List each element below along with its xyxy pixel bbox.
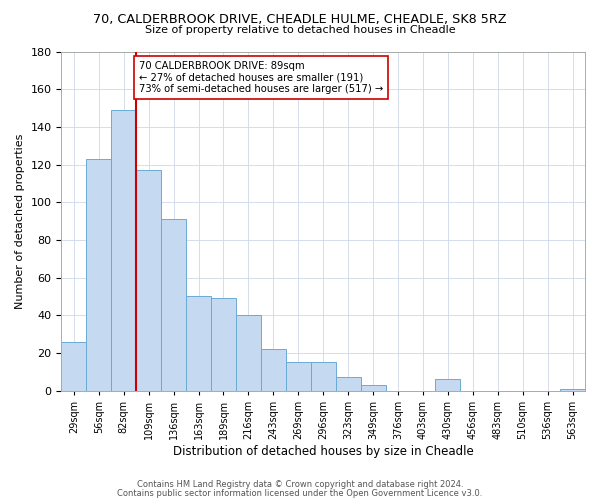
Bar	[186, 296, 211, 390]
Bar	[335, 378, 361, 390]
Bar	[286, 362, 311, 390]
Text: Contains public sector information licensed under the Open Government Licence v3: Contains public sector information licen…	[118, 488, 482, 498]
Text: 70, CALDERBROOK DRIVE, CHEADLE HULME, CHEADLE, SK8 5RZ: 70, CALDERBROOK DRIVE, CHEADLE HULME, CH…	[93, 12, 507, 26]
Bar	[86, 159, 111, 390]
Bar	[211, 298, 236, 390]
Bar	[161, 219, 186, 390]
Bar	[136, 170, 161, 390]
Bar	[311, 362, 335, 390]
X-axis label: Distribution of detached houses by size in Cheadle: Distribution of detached houses by size …	[173, 444, 473, 458]
Bar	[560, 389, 585, 390]
Bar	[436, 380, 460, 390]
Bar	[111, 110, 136, 390]
Bar	[361, 385, 386, 390]
Text: Size of property relative to detached houses in Cheadle: Size of property relative to detached ho…	[145, 25, 455, 35]
Bar	[236, 316, 261, 390]
Bar	[61, 342, 86, 390]
Text: 70 CALDERBROOK DRIVE: 89sqm
← 27% of detached houses are smaller (191)
73% of se: 70 CALDERBROOK DRIVE: 89sqm ← 27% of det…	[139, 61, 383, 94]
Text: Contains HM Land Registry data © Crown copyright and database right 2024.: Contains HM Land Registry data © Crown c…	[137, 480, 463, 489]
Bar	[261, 349, 286, 391]
Y-axis label: Number of detached properties: Number of detached properties	[15, 134, 25, 309]
